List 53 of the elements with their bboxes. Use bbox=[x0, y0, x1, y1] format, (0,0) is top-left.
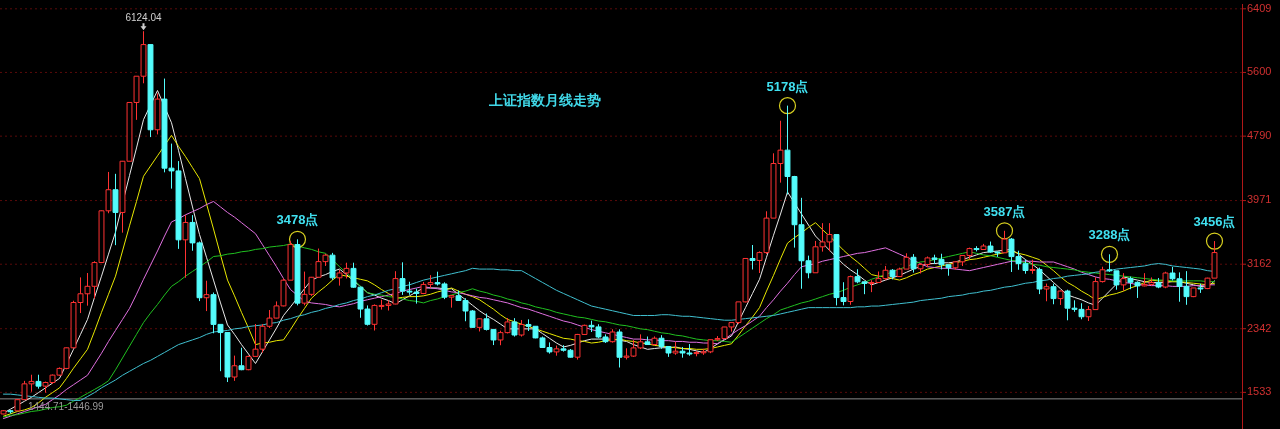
candlestick bbox=[1162, 271, 1169, 289]
candlestick bbox=[1001, 230, 1008, 254]
candlestick bbox=[1155, 277, 1162, 289]
y-tick-label: 5600 bbox=[1247, 65, 1272, 78]
y-tick-label: 3162 bbox=[1247, 257, 1272, 270]
candlestick bbox=[672, 341, 679, 356]
candlestick bbox=[238, 347, 245, 371]
candlestick bbox=[1197, 283, 1204, 294]
candlestick bbox=[1120, 272, 1127, 292]
candlestick bbox=[910, 253, 917, 274]
candlestick bbox=[35, 374, 42, 390]
candlestick bbox=[203, 280, 210, 312]
annotation: 3288点 bbox=[1088, 227, 1131, 243]
candlestick bbox=[1029, 259, 1036, 275]
candlestick bbox=[847, 275, 854, 306]
y-tick-label: 6409 bbox=[1247, 1, 1272, 14]
candlestick bbox=[448, 294, 455, 309]
candlestick bbox=[1036, 267, 1043, 295]
candlestick bbox=[609, 328, 616, 344]
candlestick bbox=[553, 345, 560, 357]
candlestick bbox=[112, 173, 119, 246]
y-tick-label: 1533 bbox=[1247, 385, 1272, 398]
annotation: 3478点 bbox=[276, 212, 319, 228]
annotation: 3456点 bbox=[1193, 214, 1236, 230]
candlestick bbox=[651, 335, 658, 346]
candlestick bbox=[980, 243, 987, 250]
y-tick-label: 4790 bbox=[1247, 129, 1272, 142]
annotation: 6124.04 bbox=[125, 12, 163, 24]
candlestick bbox=[616, 328, 623, 368]
candlestick bbox=[329, 252, 336, 281]
candlestick bbox=[231, 355, 238, 382]
candlestick bbox=[154, 92, 161, 135]
candlestick bbox=[1190, 287, 1197, 298]
candlestick bbox=[1043, 283, 1050, 302]
text: 上证指数月线走势 bbox=[488, 92, 601, 108]
annotation: 3587点 bbox=[983, 203, 1026, 219]
candlestick bbox=[749, 244, 756, 270]
candlestick bbox=[511, 317, 518, 338]
candlestick bbox=[644, 336, 651, 346]
candlestick bbox=[294, 238, 301, 306]
candlestick bbox=[476, 318, 483, 332]
candlestick bbox=[147, 44, 154, 138]
candlestick bbox=[1050, 283, 1057, 305]
candlestick bbox=[182, 214, 189, 279]
candlestick bbox=[518, 319, 525, 338]
candlestick bbox=[1057, 290, 1064, 306]
y-tick-label: 3971 bbox=[1247, 193, 1272, 206]
candlestick bbox=[0, 409, 7, 415]
annotation: 5178点 bbox=[766, 78, 809, 94]
candlestick bbox=[973, 245, 980, 252]
y-tick-label: 2342 bbox=[1247, 321, 1272, 334]
candlestick bbox=[889, 268, 896, 280]
candlestick bbox=[7, 409, 14, 415]
